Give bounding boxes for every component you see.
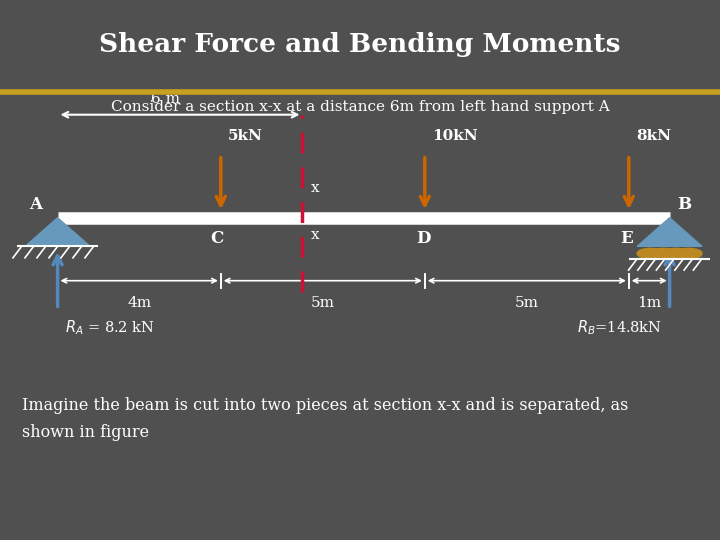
Circle shape	[663, 248, 689, 259]
Text: B: B	[677, 196, 691, 213]
Circle shape	[676, 248, 702, 259]
Circle shape	[637, 248, 663, 259]
Text: 6 m: 6 m	[151, 92, 180, 106]
Text: $R_B$=14.8kN: $R_B$=14.8kN	[577, 318, 662, 336]
Text: C: C	[210, 231, 223, 247]
Text: D: D	[416, 231, 431, 247]
Text: x: x	[311, 228, 320, 242]
Text: 10kN: 10kN	[432, 129, 477, 143]
Text: 5m: 5m	[311, 296, 335, 310]
Text: 1m: 1m	[637, 296, 661, 310]
Text: 5kN: 5kN	[228, 129, 263, 143]
Polygon shape	[637, 218, 702, 246]
Text: Consider a section x-x at a distance 6m from left hand support A: Consider a section x-x at a distance 6m …	[111, 100, 609, 114]
Text: 5m: 5m	[515, 296, 539, 310]
Text: $R_A$ = 8.2 kN: $R_A$ = 8.2 kN	[65, 318, 155, 336]
Text: Shear Force and Bending Moments: Shear Force and Bending Moments	[99, 31, 621, 57]
Circle shape	[650, 248, 676, 259]
Text: E: E	[620, 231, 633, 247]
Text: Imagine the beam is cut into two pieces at section x-x and is separated, as
show: Imagine the beam is cut into two pieces …	[22, 397, 628, 441]
Text: 4m: 4m	[127, 296, 151, 310]
Text: 8kN: 8kN	[636, 129, 671, 143]
Polygon shape	[25, 218, 90, 246]
Text: A: A	[29, 196, 42, 213]
Text: x: x	[311, 181, 320, 195]
